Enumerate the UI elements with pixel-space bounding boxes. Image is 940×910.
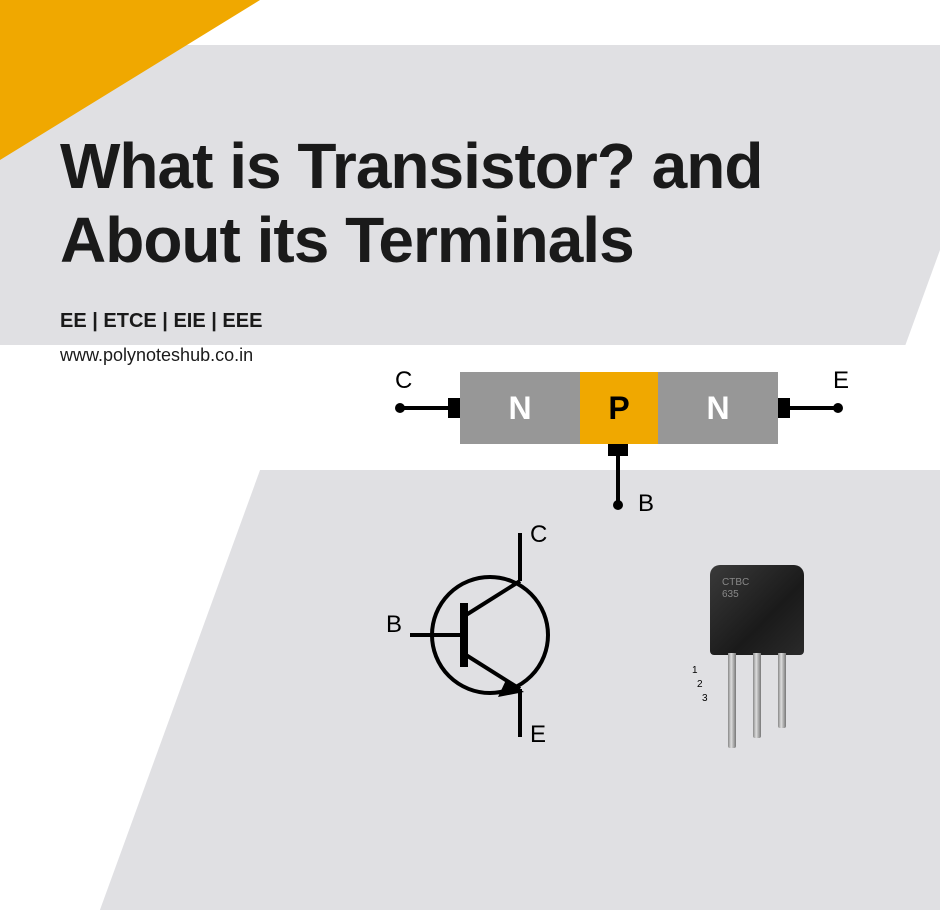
collector-dot <box>395 403 405 413</box>
lead-3 <box>778 653 786 728</box>
collector-contact <box>448 398 460 418</box>
lead-2 <box>753 653 761 738</box>
package-marking: CTBC 635 <box>722 577 749 601</box>
subtitle-disciplines: EE | ETCE | EIE | EEE <box>60 310 262 333</box>
emitter-contact <box>778 398 790 418</box>
title-line-2: About its Terminals <box>60 204 762 278</box>
base-lead <box>616 456 620 504</box>
symbol-c-label: C <box>530 521 547 549</box>
title-line-1: What is Transistor? and <box>60 130 762 204</box>
emitter-line <box>466 655 520 689</box>
package-body: CTBC 635 <box>710 565 804 655</box>
n-left-label: N <box>508 390 531 427</box>
npn-block-diagram: C E B N P N <box>460 372 778 444</box>
base-label: B <box>638 490 654 518</box>
n-right-label: N <box>706 390 729 427</box>
marking-line1: CTBC <box>722 577 749 589</box>
pin-2-label: 2 <box>697 679 703 690</box>
n-segment-right: N <box>658 372 778 444</box>
bjt-symbol: C B E <box>380 525 580 750</box>
p-segment: P <box>580 372 658 444</box>
marking-line2: 635 <box>722 589 749 601</box>
npn-segments: N P N <box>460 372 778 444</box>
lead-1 <box>728 653 736 748</box>
page-title: What is Transistor? and About its Termin… <box>60 130 762 277</box>
emitter-label: E <box>833 367 849 395</box>
n-segment-left: N <box>460 372 580 444</box>
transistor-package: CTBC 635 1 2 3 <box>710 565 804 655</box>
symbol-e-label: E <box>530 721 546 749</box>
base-dot <box>613 500 623 510</box>
base-contact <box>608 444 628 456</box>
symbol-b-label: B <box>386 611 402 639</box>
emitter-dot <box>833 403 843 413</box>
website-url: www.polynoteshub.co.in <box>60 345 253 366</box>
p-label: P <box>608 390 629 427</box>
bjt-symbol-svg <box>380 525 580 745</box>
collector-label: C <box>395 367 412 395</box>
collector-line <box>466 581 520 615</box>
pin-1-label: 1 <box>692 665 698 676</box>
pin-3-label: 3 <box>702 693 708 704</box>
